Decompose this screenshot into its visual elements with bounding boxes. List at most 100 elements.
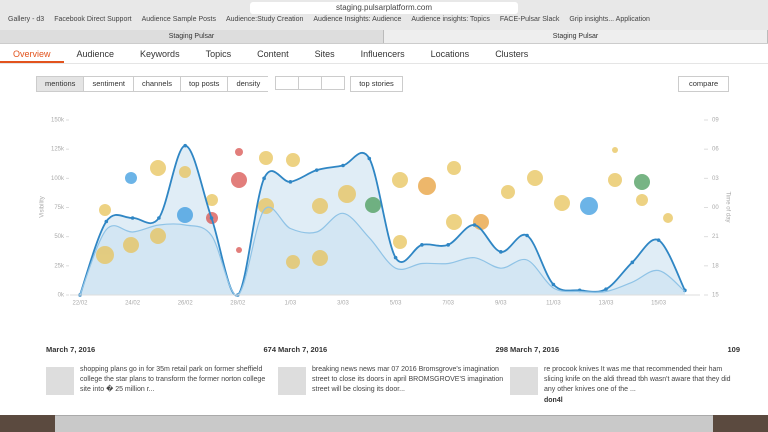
point: [157, 216, 161, 220]
point: [525, 233, 529, 238]
nav-item[interactable]: Clusters: [495, 49, 529, 59]
tab[interactable]: Staging Pulsar: [0, 30, 384, 43]
point: [314, 168, 319, 172]
post-header: March 7, 2016 298: [278, 345, 508, 354]
toggle[interactable]: top stories: [350, 76, 403, 92]
x-tick-label: 24/02: [125, 301, 141, 307]
line: [79, 206, 686, 296]
y-tick-label: 100k: [51, 176, 65, 182]
y-axis-label: Visibility: [40, 196, 46, 218]
post-count: 109: [727, 345, 740, 354]
bubbles: [96, 147, 673, 269]
nav-item[interactable]: Audience: [76, 49, 115, 59]
point: [551, 282, 556, 287]
avatar: [46, 367, 74, 395]
toolbar-button[interactable]: mentions: [36, 76, 85, 92]
point: [393, 255, 398, 260]
icon-button[interactable]: [321, 76, 346, 90]
bookmark[interactable]: FACE-Pulsar Slack: [499, 16, 560, 23]
x-tick-label: 13/03: [598, 301, 614, 307]
post-author: don4l: [544, 397, 563, 404]
point: [367, 156, 372, 161]
x-tick-label: 22/02: [72, 301, 88, 307]
post-date: March 7, 2016: [278, 345, 328, 354]
point: [104, 219, 109, 224]
x-tick-label: 28/02: [230, 301, 246, 307]
area: [80, 145, 685, 296]
point: [630, 260, 635, 265]
point: [288, 180, 293, 184]
y-tick-label: 125k: [51, 147, 65, 153]
post-count: 674: [263, 345, 276, 354]
bookmark[interactable]: Facebook Direct Support: [54, 16, 132, 23]
nav-item[interactable]: Locations: [430, 49, 470, 59]
y-tick-label: 25k: [54, 263, 65, 269]
bookmark[interactable]: Audience:Study Creation: [225, 16, 304, 23]
point: [656, 238, 661, 242]
bookmarks: Gallery - d3 Facebook Direct Support Audie…: [8, 16, 650, 28]
point: [499, 250, 503, 254]
y2-tick-label: 18: [712, 263, 719, 269]
nav-item[interactable]: Sites: [314, 49, 335, 59]
y2-tick-label: 03: [712, 176, 719, 182]
spacer: [268, 76, 277, 92]
nav-item[interactable]: Keywords: [140, 49, 180, 59]
avatar: [278, 367, 306, 395]
point: [183, 143, 187, 148]
area: [80, 207, 685, 296]
point: [446, 243, 451, 247]
avatar: [510, 367, 538, 395]
toolbar-button[interactable]: top posts: [180, 76, 229, 92]
nav-item[interactable]: Content: [257, 49, 289, 59]
y2-tick-label: 21: [712, 234, 719, 240]
dock: [55, 415, 713, 432]
post-card[interactable]: March 7, 2016 298 breaking news news mar 0…: [278, 345, 508, 395]
y2-tick-label: 15: [712, 293, 719, 299]
y2-axis-label: Time of day: [724, 191, 730, 222]
post-text: breaking news news mar 07 2016 Bromsgrov…: [312, 366, 504, 393]
bookmark[interactable]: Gallery - d3: [8, 16, 45, 23]
browser-chrome: staging.pulsarplatform.com Gallery - d3 F…: [0, 0, 768, 44]
chart: 0k 25k 50k 75k 100k 125k 150k 15 18 21 00 03 06 09 Vis…: [40, 118, 731, 307]
bookmark[interactable]: Grip insights... Application: [569, 16, 650, 23]
point: [209, 216, 214, 220]
post-text: re procook knives It was me that recomme…: [544, 366, 731, 393]
nav-item[interactable]: Overview: [0, 44, 64, 63]
tab[interactable]: Staging Pulsar: [384, 30, 768, 43]
post-header: March 7, 2016 109: [510, 345, 740, 354]
post-card[interactable]: March 7, 2016 674 shopping plans go in for…: [46, 345, 276, 395]
compare-button[interactable]: compare: [678, 76, 730, 92]
y-tick-label: 50k: [54, 234, 65, 240]
point: [130, 216, 135, 220]
bookmark[interactable]: Audience insights: Topics: [411, 16, 490, 23]
point: [420, 243, 424, 247]
x-tick-label: 7/03: [442, 301, 454, 307]
x-tick-label: 15/03: [651, 301, 667, 307]
nav: Overview Audience Keywords Topics Content Sit…: [0, 44, 768, 64]
post-text: shopping plans go in for 35m retail park…: [80, 366, 266, 393]
bookmark[interactable]: Audience Insights: Audience: [313, 16, 402, 23]
point: [262, 176, 266, 181]
post-date: March 7, 2016: [510, 345, 560, 354]
x-tick-label: 26/02: [178, 301, 194, 307]
toolbar-button[interactable]: channels: [132, 76, 181, 92]
nav-item[interactable]: Influencers: [360, 49, 405, 59]
x-tick-label: 11/03: [546, 301, 561, 307]
tabs: Staging Pulsar Staging Pulsar: [0, 30, 768, 43]
point: [341, 163, 345, 168]
toolbar-button[interactable]: density: [227, 76, 270, 92]
nav-item[interactable]: Topics: [205, 49, 232, 59]
post-count: 298: [495, 345, 508, 354]
icon-button[interactable]: [275, 76, 300, 90]
post-date: March 7, 2016: [46, 345, 96, 354]
url-bar[interactable]: staging.pulsarplatform.com: [250, 2, 518, 14]
toolbar-button[interactable]: sentiment: [83, 76, 134, 92]
point: [472, 223, 477, 227]
bookmark[interactable]: Audience Sample Posts: [141, 16, 216, 23]
y-tick-label: 0k: [58, 293, 65, 299]
post-card[interactable]: March 7, 2016 109 re procook knives It was…: [510, 345, 740, 404]
icon-button[interactable]: [298, 76, 323, 90]
y2-tick-label: 09: [712, 118, 719, 124]
y2-tick-label: 00: [712, 205, 719, 211]
